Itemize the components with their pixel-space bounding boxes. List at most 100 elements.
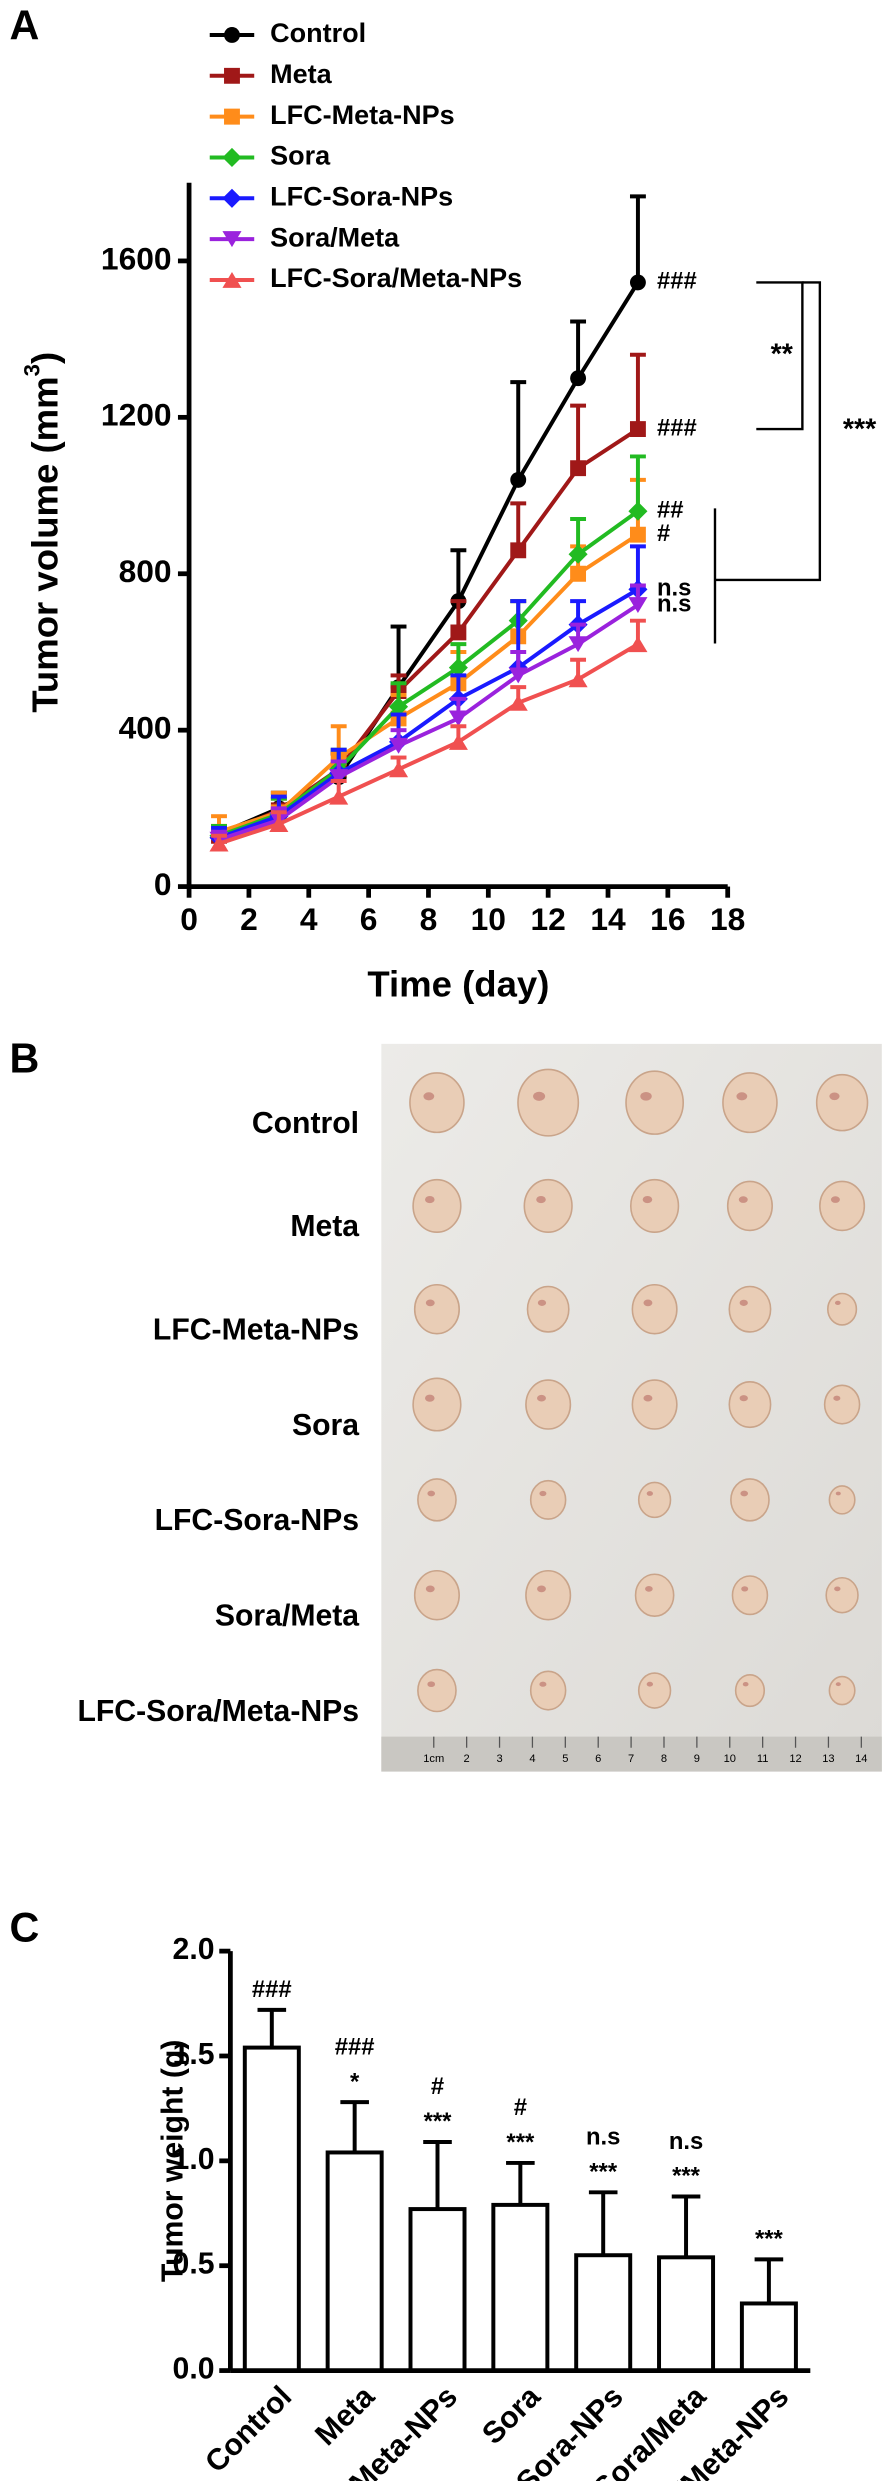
row-label: Sora/Meta (215, 1599, 359, 1632)
ruler-label: 13 (822, 1753, 834, 1765)
superscript: 3 (19, 364, 44, 376)
tumor-spot (425, 1394, 435, 1402)
legend-label: Control (270, 18, 366, 48)
tumor-spot (646, 1681, 654, 1687)
tumor-spot (742, 1682, 749, 1687)
tumor (819, 1180, 866, 1232)
tumor (417, 1478, 457, 1522)
row-label: LFC-Meta-NPs (153, 1313, 359, 1346)
label-part: Tumor volume (mm (24, 376, 65, 712)
marker (629, 274, 646, 291)
significance-label: n.s (657, 575, 691, 602)
bracket (713, 281, 822, 644)
tumor-spot (834, 1300, 841, 1306)
series-line (218, 427, 640, 838)
tumor-spot (643, 1394, 653, 1402)
tumor-spot (537, 1394, 546, 1402)
tumor (517, 1068, 580, 1137)
tumor-spot (640, 1092, 652, 1101)
marker (269, 816, 289, 832)
marker (510, 471, 527, 488)
marker (448, 658, 468, 678)
row-label: LFC-Sora-NPs (155, 1504, 360, 1537)
tumor-spot (829, 1092, 840, 1101)
x-tick-label: 12 (530, 901, 565, 937)
x-tick-label: 2 (240, 901, 258, 937)
bar (739, 2301, 798, 2373)
x-tick-label: 16 (650, 901, 685, 937)
marker (510, 542, 527, 559)
bar (657, 2255, 716, 2373)
series-line (218, 603, 640, 842)
tumor-spot (835, 1682, 841, 1687)
ruler-label: 9 (694, 1753, 700, 1765)
panel-label: B (10, 1035, 40, 1081)
series-line (218, 642, 639, 846)
legend-label: LFC-Meta-NPs (270, 100, 455, 130)
tumor-spot (427, 1490, 436, 1497)
marker (448, 710, 468, 727)
marker (450, 624, 467, 641)
bracket (756, 281, 804, 431)
marker (389, 737, 409, 754)
legend-label: Sora (270, 141, 331, 171)
significance-label: # (657, 520, 670, 547)
tumor (731, 1575, 769, 1616)
y-tick-label: 1200 (101, 397, 172, 433)
bar (491, 2202, 550, 2373)
significance-label: ## (657, 496, 684, 523)
x-tick-label: 10 (471, 901, 506, 937)
tumor-spot (643, 1299, 653, 1307)
significance-label: *** (506, 2129, 535, 2156)
tumor (637, 1481, 672, 1519)
bar (574, 2253, 633, 2373)
bracket-label: *** (843, 414, 877, 446)
marker (508, 694, 528, 711)
marker (508, 667, 528, 684)
marker (570, 460, 587, 477)
significance-label: *** (672, 2163, 701, 2190)
tumor (631, 1283, 678, 1335)
marker (448, 733, 468, 750)
tumor-spot (741, 1586, 749, 1592)
row-label: Meta (290, 1210, 359, 1243)
significance-label: n.s (586, 2124, 620, 2151)
significance-label: ### (252, 1976, 292, 2003)
y-tick-label: 1.5 (173, 2038, 215, 2071)
marker (224, 67, 240, 84)
tumor-spot (645, 1585, 653, 1592)
tumor-spot (740, 1490, 749, 1497)
marker (224, 108, 240, 125)
y-tick-label: 400 (119, 710, 172, 746)
tumor-spot (739, 1395, 748, 1402)
tumor-spot (537, 1299, 547, 1306)
significance-label: *** (424, 2108, 453, 2135)
tumor-spot (425, 1585, 435, 1593)
x-tick-label: 8 (420, 901, 438, 937)
tumor (734, 1674, 766, 1708)
y-axis-label: Tumor weight (g) (157, 2040, 190, 2282)
ruler-label: 12 (789, 1753, 801, 1765)
row-label: Control (252, 1107, 359, 1140)
significance-label: * (350, 2068, 360, 2095)
significance-label: ### (657, 414, 697, 441)
marker (222, 272, 242, 288)
tumor (629, 1178, 680, 1233)
tumor (631, 1379, 678, 1430)
ruler-label: 7 (628, 1753, 634, 1765)
tumor (625, 1070, 685, 1135)
series-line (218, 532, 640, 834)
marker (224, 27, 240, 43)
tumor (637, 1672, 672, 1709)
marker (568, 636, 588, 653)
tumor (722, 1072, 778, 1134)
ruler-label: 10 (724, 1753, 736, 1765)
tumor-spot (533, 1091, 546, 1101)
legend-label: LFC-Sora-NPs (270, 181, 453, 211)
tumor-photo (381, 1043, 882, 1772)
ruler-label: 3 (496, 1753, 502, 1765)
bar (325, 2150, 384, 2373)
tumor (728, 1381, 772, 1429)
x-tick-label: 4 (300, 901, 318, 937)
